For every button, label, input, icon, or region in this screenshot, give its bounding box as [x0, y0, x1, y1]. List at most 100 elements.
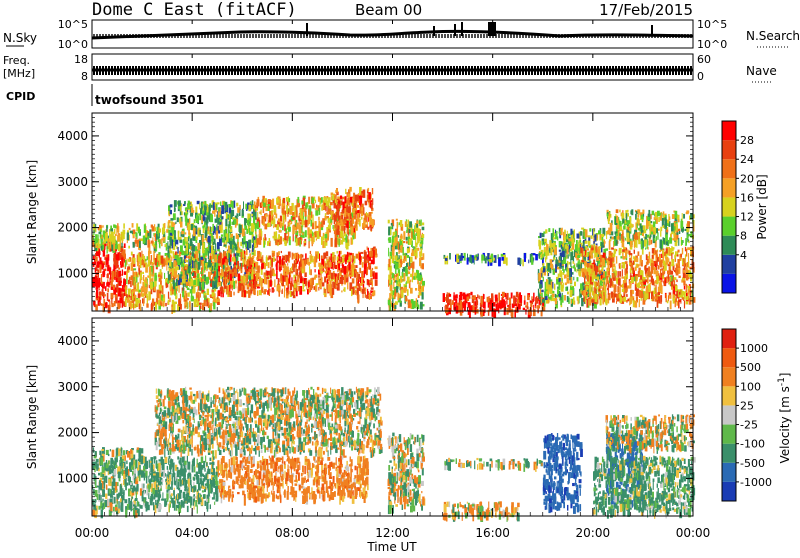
echo-cell [623, 297, 626, 302]
echo-cell [588, 235, 591, 237]
echo-cell [460, 257, 463, 261]
echo-cell [112, 232, 114, 241]
echo-cell [151, 255, 152, 261]
echo-cell [388, 300, 390, 306]
echo-cell [564, 257, 566, 264]
echo-cell [362, 223, 363, 229]
echo-cell [237, 207, 240, 213]
echo-cell [219, 219, 222, 221]
echo-cell [166, 264, 167, 270]
echo-cell [560, 268, 561, 276]
echo-cell [467, 258, 469, 265]
echo-cell [316, 226, 318, 228]
echo-cell [248, 269, 251, 272]
echo-cell [289, 206, 292, 215]
echo-cell [210, 281, 211, 284]
echo-cell [557, 236, 558, 240]
echo-cell [422, 287, 424, 292]
echo-cell [215, 243, 216, 251]
echo-cell [407, 277, 410, 284]
echo-cell [513, 296, 516, 305]
echo-cell [333, 264, 334, 270]
echo-cell [328, 284, 330, 292]
echo-cell [217, 242, 220, 249]
echo-cell [239, 225, 242, 233]
echo-cell [205, 248, 208, 256]
echo-cell [96, 290, 98, 298]
echo-cell [598, 230, 601, 234]
echo-cell [208, 251, 209, 259]
echo-cell [637, 264, 640, 267]
echo-cell [127, 233, 129, 241]
echo-cell [210, 232, 211, 234]
beam-label: Beam 00 [355, 1, 422, 19]
echo-cell [190, 213, 193, 217]
echo-cell [243, 236, 246, 242]
echo-cell [342, 258, 344, 262]
echo-cell [397, 222, 398, 231]
echo-cell [334, 261, 336, 268]
echo-cell [552, 294, 555, 297]
echo-cell [591, 235, 593, 239]
echo-cell [352, 199, 354, 203]
echo-cell [243, 244, 244, 248]
echo-cell [185, 232, 187, 234]
echo-cell [567, 261, 568, 269]
echo-cell [388, 220, 390, 224]
echo-cell [388, 248, 389, 257]
echo-cell [563, 269, 565, 273]
echo-cell [200, 208, 202, 214]
echo-cell [109, 249, 110, 252]
echo-cell [171, 273, 172, 280]
echo-cell [208, 205, 210, 213]
echo-cell [321, 277, 323, 282]
echo-cell [291, 277, 292, 283]
echo-cell [190, 246, 191, 249]
echo-cell [244, 218, 247, 223]
echo-cell [527, 307, 529, 310]
echo-cell [230, 204, 232, 207]
echo-cell [578, 260, 580, 265]
echo-cell [538, 240, 540, 247]
echo-cell [312, 222, 314, 229]
echo-cell [650, 271, 652, 276]
echo-cell [608, 286, 609, 295]
echo-cell [392, 273, 395, 278]
echo-cell [415, 227, 417, 230]
echo-cell [194, 219, 196, 223]
echo-cell [177, 217, 179, 222]
echo-cell [409, 221, 412, 227]
echo-cell [570, 259, 571, 267]
echo-cell [657, 300, 659, 308]
echo-cell [337, 268, 338, 272]
echo-cell [449, 253, 451, 260]
echo-cell [241, 286, 243, 291]
echo-cell [299, 230, 302, 234]
echo-cell [367, 289, 368, 295]
echo-cell [373, 250, 374, 257]
echo-cell [331, 238, 333, 247]
echo-cell [269, 238, 271, 243]
echo-cell [576, 240, 578, 244]
echo-cell [201, 257, 203, 260]
echo-cell [275, 259, 276, 261]
echo-cell [210, 272, 211, 276]
echo-cell [570, 287, 572, 290]
echo-cell [231, 201, 233, 204]
echo-cell [412, 241, 413, 249]
echo-cell [124, 243, 126, 248]
echo-cell [619, 264, 620, 266]
echo-cell [422, 292, 424, 299]
echo-cell [531, 257, 533, 265]
echo-cell [401, 279, 403, 282]
echo-cell [176, 246, 177, 249]
echo-cell [109, 229, 110, 237]
echo-cell [257, 199, 260, 206]
echo-cell [559, 232, 561, 234]
echo-cell [581, 263, 583, 269]
echo-cell [561, 277, 562, 280]
echo-cell [305, 280, 306, 286]
echo-cell [174, 230, 176, 239]
echo-cell [388, 280, 389, 287]
